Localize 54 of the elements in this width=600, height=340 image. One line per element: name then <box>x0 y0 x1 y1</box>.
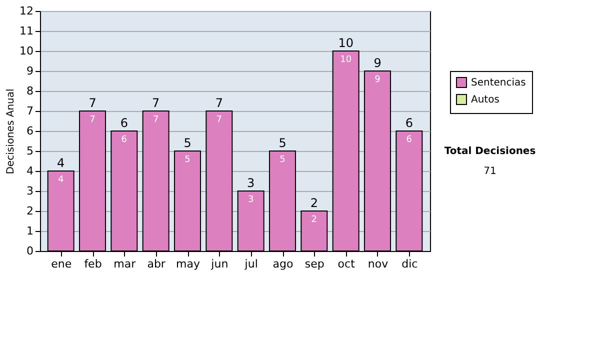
total-label: 10 <box>338 36 354 50</box>
total-label: 5 <box>278 136 286 150</box>
y-tick-label: 2 <box>26 204 34 218</box>
y-tick-label: 1 <box>26 224 34 238</box>
legend-label: Autos <box>471 94 500 106</box>
data-label: 3 <box>248 195 254 205</box>
legend-label: Sentencias <box>471 78 526 88</box>
y-tick-label: 6 <box>26 124 34 138</box>
total-label: 5 <box>184 136 192 150</box>
y-tick-label: 9 <box>26 64 34 78</box>
y-tick-label: 12 <box>20 4 34 18</box>
y-axis-title: Decisiones Anual <box>6 88 17 174</box>
y-tick-label: 3 <box>26 184 34 198</box>
data-label: 2 <box>311 215 318 225</box>
total-label: 2 <box>310 196 318 210</box>
x-tick-label: abr <box>147 258 166 270</box>
data-label: 5 <box>280 155 286 165</box>
x-tick-label: oct <box>338 258 356 270</box>
data-label: 6 <box>121 135 128 145</box>
y-tick-label: 10 <box>20 44 34 58</box>
data-label: 7 <box>152 115 159 125</box>
y-tick-label: 11 <box>20 24 34 38</box>
data-label: 10 <box>340 55 352 65</box>
text: 71 <box>484 166 496 177</box>
total-label: 6 <box>405 116 413 130</box>
total-label: 7 <box>215 96 223 110</box>
total-label: 7 <box>88 96 96 110</box>
x-tick-label: mar <box>114 258 136 270</box>
y-tick-label: 7 <box>26 104 34 118</box>
data-label: 6 <box>406 135 412 145</box>
x-tick-label: sep <box>304 258 324 270</box>
x-tick-label: ago <box>272 258 294 270</box>
total-label: 3 <box>247 176 255 190</box>
x-tick-label: ene <box>51 258 72 270</box>
x-tick-label: jun <box>210 258 228 270</box>
y-tick-label: 0 <box>26 244 34 258</box>
data-label: 7 <box>216 115 222 125</box>
total-label: 9 <box>374 56 382 70</box>
x-tick-label: feb <box>84 258 102 270</box>
data-label: 5 <box>184 155 190 165</box>
y-tick-label: 8 <box>26 84 34 98</box>
x-tick-label: may <box>176 258 200 270</box>
data-label: 7 <box>90 115 96 125</box>
y-tick-label: 5 <box>26 144 34 158</box>
x-tick-label: dic <box>402 258 418 270</box>
total-label: 7 <box>152 96 160 110</box>
y-tick-label: 4 <box>26 164 34 178</box>
data-label: 4 <box>58 175 64 185</box>
x-tick-label: jul <box>244 258 258 270</box>
text: Total Decisiones <box>444 146 536 157</box>
data-label: 9 <box>374 75 381 85</box>
x-tick-label: nov <box>368 258 389 270</box>
total-label: 4 <box>57 156 65 170</box>
total-label: 6 <box>120 116 128 130</box>
